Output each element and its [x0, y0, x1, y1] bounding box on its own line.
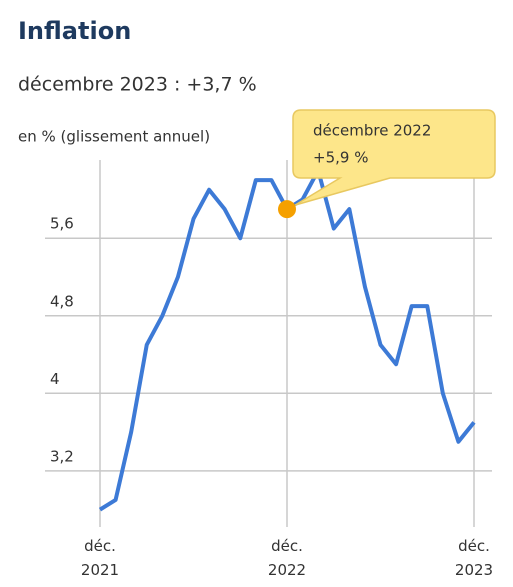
- y-tick-label: 4: [50, 370, 60, 388]
- x-tick-label: déc. 2021: [81, 537, 119, 579]
- x-tick-label: déc. 2022: [268, 537, 306, 579]
- tooltip-value: +5,9 %: [313, 149, 368, 167]
- chart-title: Inflation: [18, 17, 131, 45]
- x-tick-label: déc. 2023: [455, 537, 493, 579]
- y-tick-label: 4,8: [50, 292, 74, 310]
- y-tick-label: 3,2: [50, 447, 74, 465]
- y-axis-label: en % (glissement annuel): [18, 128, 210, 146]
- highlight-point: [278, 200, 296, 219]
- y-tick-label: 5,6: [50, 215, 74, 233]
- chart-subtitle: décembre 2023 : +3,7 %: [18, 74, 257, 96]
- tooltip-title: décembre 2022: [313, 122, 431, 140]
- tooltip-box: [292, 109, 496, 206]
